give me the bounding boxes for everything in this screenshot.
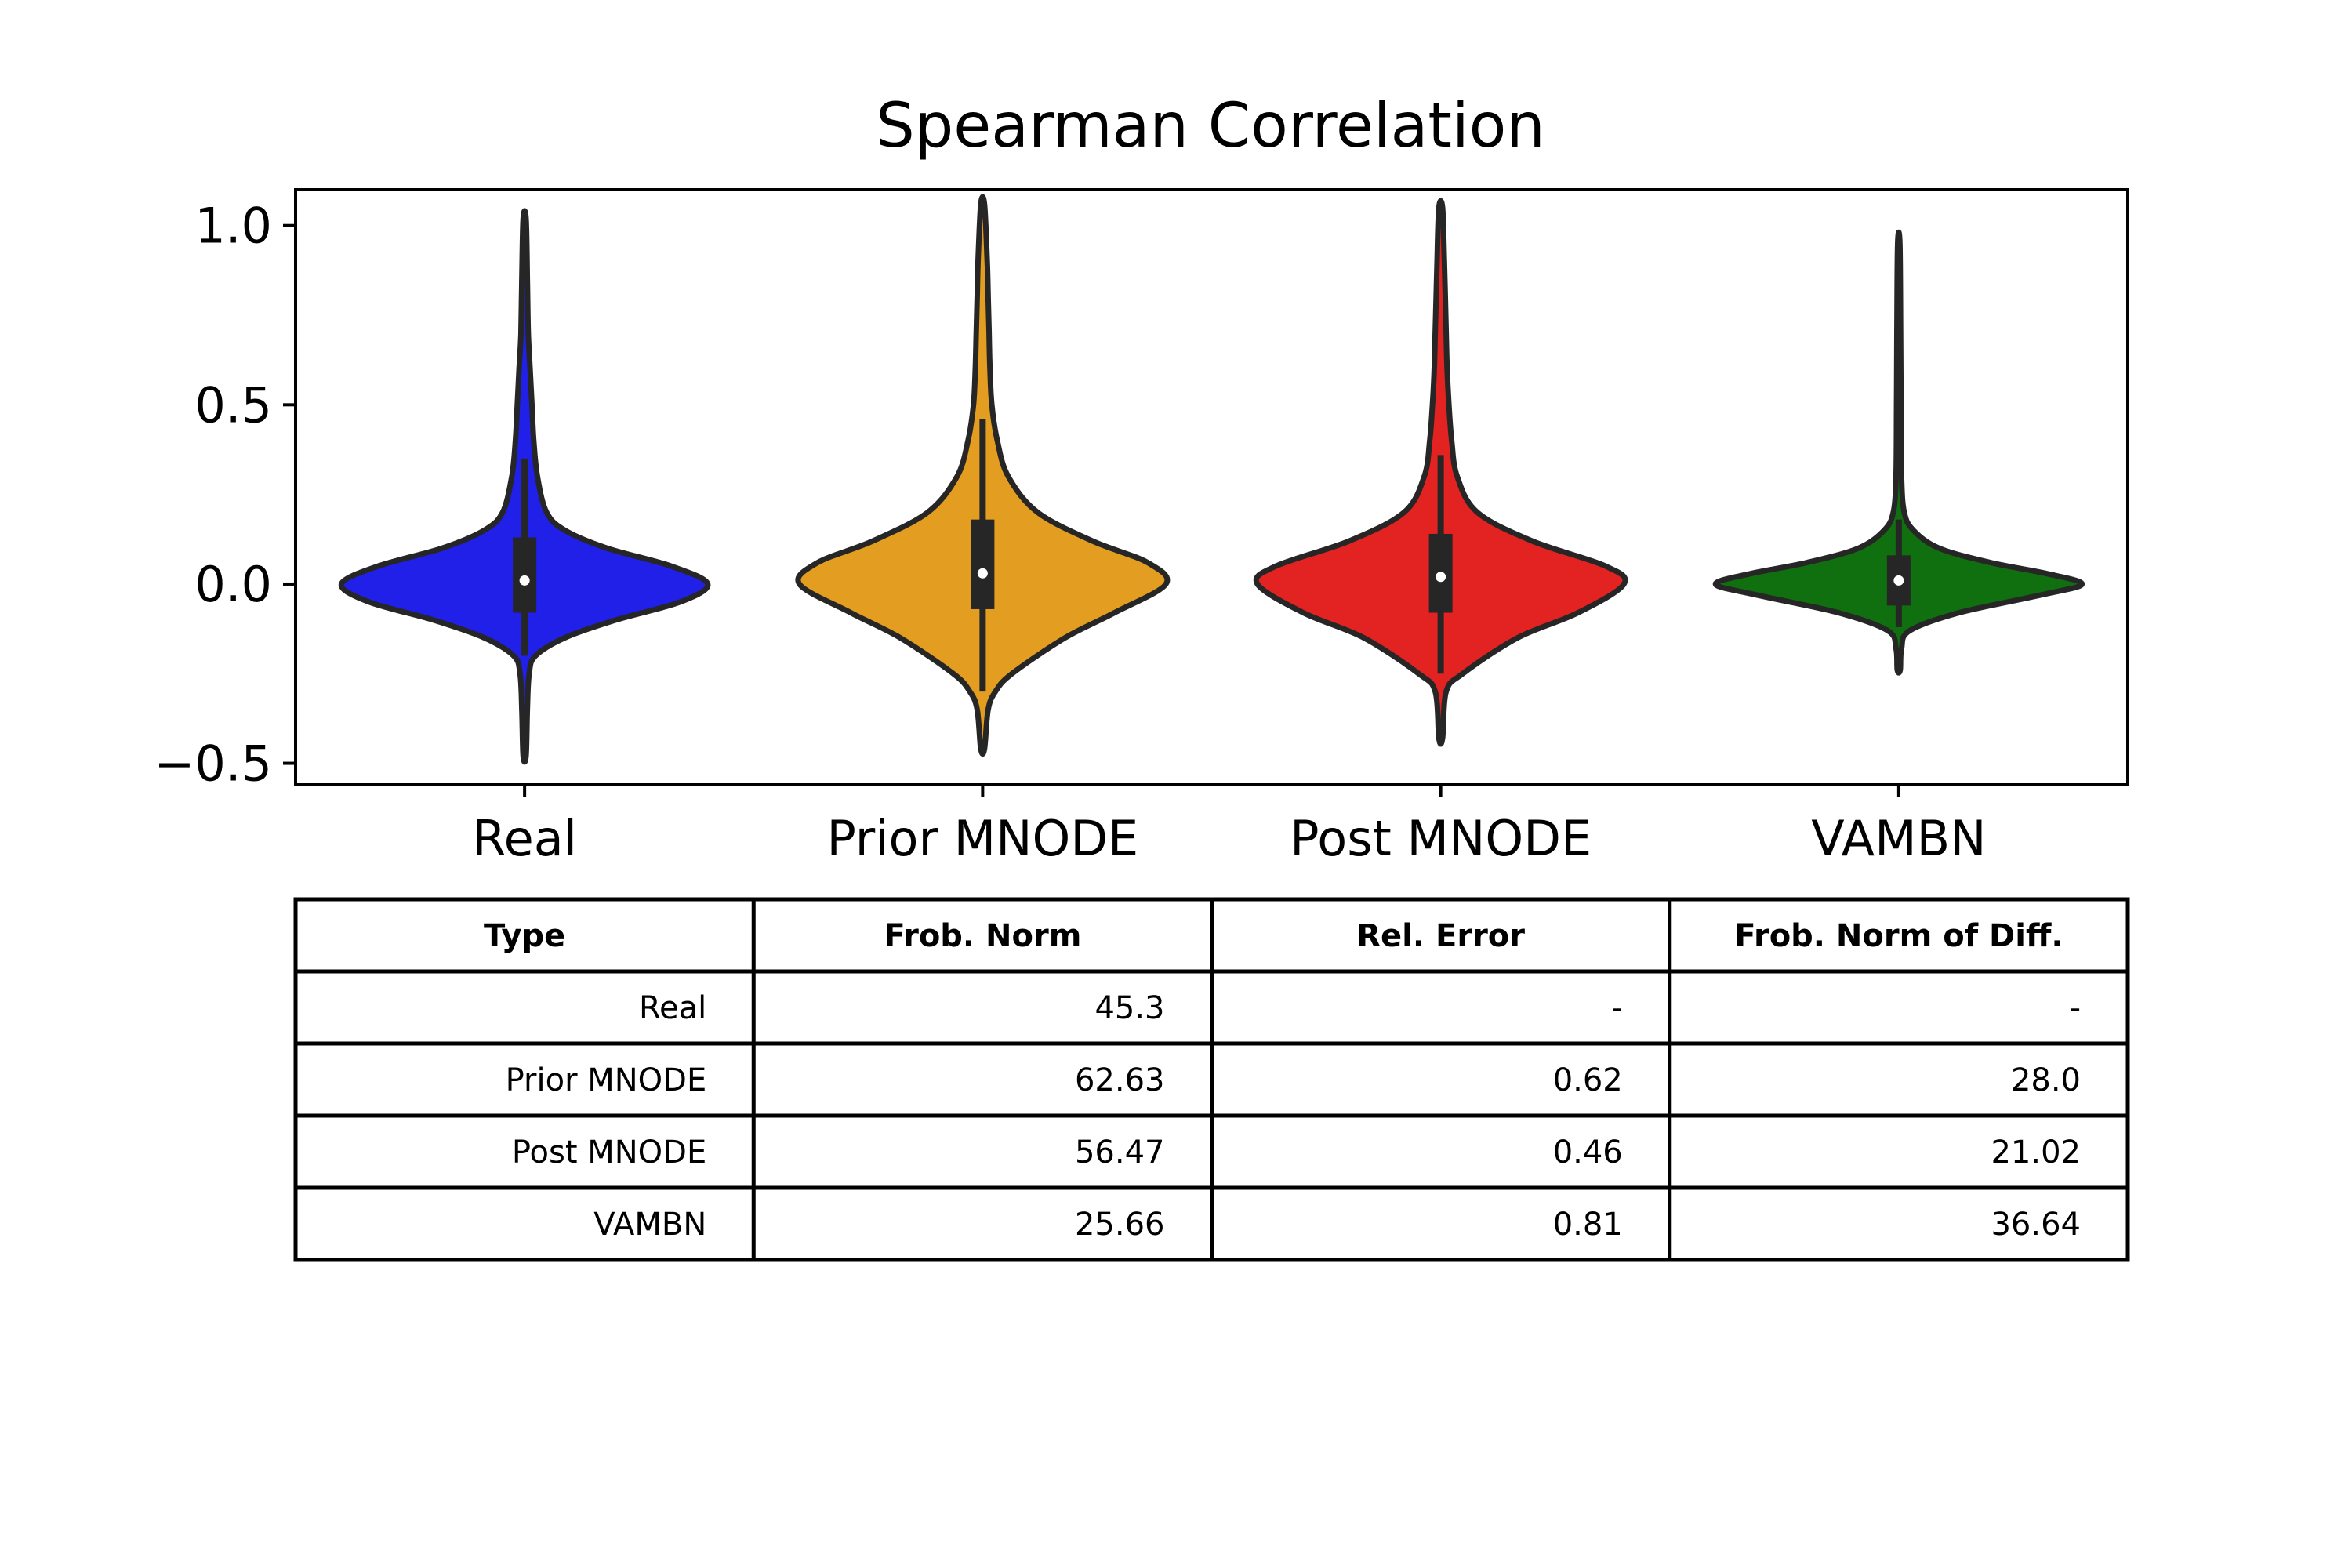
y-tick-label: −0.5	[154, 735, 272, 793]
table-cell: -	[1611, 990, 1622, 1026]
summary-table: Type Frob. Norm Rel. Error Frob. Norm of Di…	[293, 897, 2130, 1262]
table-cell: Real	[639, 990, 706, 1026]
x-axis: Real Prior MNODE Post MNODE VAMBN	[472, 785, 1987, 867]
violin-iqr-box-real	[513, 537, 537, 613]
plot-frame	[294, 188, 2129, 786]
y-tick-label: 1.0	[194, 198, 272, 255]
y-axis: −0.5 0.0 0.5 1.0	[154, 198, 296, 793]
table-cell: 0.46	[1553, 1134, 1623, 1171]
chart-title: Spearman Correlation	[876, 91, 1545, 162]
table-cell: 0.62	[1553, 1062, 1623, 1098]
table-cell: 36.64	[1991, 1207, 2081, 1243]
violin-layer	[338, 194, 2085, 765]
table-header-cell: Type	[484, 918, 565, 954]
violin-body-vambn	[1712, 229, 2085, 676]
table-cell: 56.47	[1075, 1134, 1165, 1171]
violin-iqr-box-prior-mnode	[971, 519, 995, 609]
table-header-cell: Frob. Norm of Diff.	[1734, 918, 2063, 954]
violin-median-post-mnode	[1436, 572, 1446, 583]
table-cell: Prior MNODE	[506, 1062, 707, 1098]
violin-real	[338, 208, 711, 765]
table-cell: 0.81	[1553, 1207, 1623, 1243]
table-header-cell: Frob. Norm	[884, 918, 1081, 954]
x-tick-label-prior-mnode: Prior MNODE	[827, 810, 1139, 867]
table-cell: Post MNODE	[512, 1134, 706, 1171]
violin-prior-mnode	[795, 194, 1171, 757]
y-tick-label: 0.5	[194, 376, 272, 434]
table-cell: 21.02	[1991, 1134, 2081, 1171]
x-tick-label-real: Real	[472, 810, 577, 867]
violin-median-prior-mnode	[977, 568, 988, 579]
violin-vambn	[1712, 229, 2085, 676]
table-cell: 62.63	[1075, 1062, 1165, 1098]
table-cell: 28.0	[2011, 1062, 2081, 1098]
y-tick-label: 0.0	[194, 556, 272, 613]
x-tick-label-post-mnode: Post MNODE	[1290, 810, 1592, 867]
table-cell: -	[2070, 990, 2081, 1026]
table-cell: 45.3	[1094, 990, 1164, 1026]
table-header-cell: Rel. Error	[1356, 918, 1525, 954]
table-cell: VAMBN	[593, 1207, 706, 1243]
violin-median-real	[519, 575, 530, 586]
table-cell: 25.66	[1075, 1207, 1165, 1243]
x-tick-label-vambn: VAMBN	[1811, 810, 1986, 867]
violin-median-vambn	[1893, 575, 1904, 586]
violin-post-mnode	[1253, 198, 1628, 747]
